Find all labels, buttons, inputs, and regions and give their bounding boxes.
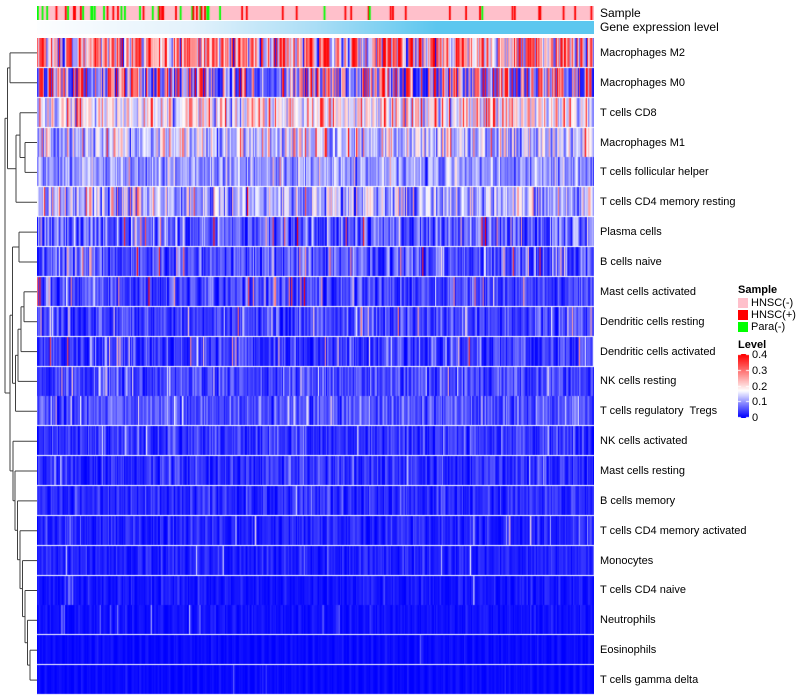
row-label: T cells regulatory Tregs bbox=[600, 405, 718, 418]
row-label: T cells follicular helper bbox=[600, 166, 709, 179]
sample-track-label: Sample bbox=[600, 6, 641, 20]
row-dendrogram bbox=[4, 52, 37, 681]
row-label: Plasma cells bbox=[600, 226, 662, 239]
row-label: Mast cells resting bbox=[600, 465, 685, 478]
row-label: Macrophages M1 bbox=[600, 136, 685, 149]
legend-swatch bbox=[738, 322, 748, 332]
row-label: Eosinophils bbox=[600, 644, 657, 657]
legend-item-label: HNSC(-) bbox=[751, 297, 794, 309]
sample-legend-items: HNSC(-) HNSC(+) Para(-) bbox=[738, 297, 800, 333]
level-legend-title: Level bbox=[738, 339, 767, 351]
level-tick-label: 0.1 bbox=[752, 396, 768, 409]
level-tick-label: 0.2 bbox=[752, 380, 768, 393]
gene-expression-annotation-bar bbox=[37, 21, 594, 34]
sample-legend-title: Sample bbox=[738, 284, 778, 296]
legend-swatch bbox=[738, 298, 748, 308]
row-label: Neutrophils bbox=[600, 614, 656, 627]
row-label: T cells CD8 bbox=[600, 106, 657, 119]
level-tick-label: 0 bbox=[752, 412, 759, 424]
row-label: T cells CD4 naive bbox=[600, 584, 686, 597]
row-label: Macrophages M2 bbox=[600, 46, 685, 59]
level-colorbar-box: 0.4 0.3 0.2 0.1 0 bbox=[738, 350, 800, 424]
row-label: T cells gamma delta bbox=[600, 674, 699, 687]
heatmap-matrix bbox=[37, 38, 594, 695]
row-label: T cells CD4 memory resting bbox=[600, 196, 736, 209]
row-label: Monocytes bbox=[600, 554, 654, 567]
legend-item: HNSC(-) bbox=[738, 297, 800, 309]
row-label: NK cells resting bbox=[600, 375, 677, 388]
row-label: Macrophages M0 bbox=[600, 76, 685, 89]
row-label: B cells naive bbox=[600, 255, 662, 268]
expression-track-label: Gene expression level bbox=[600, 20, 719, 34]
sample-annotation-bar bbox=[37, 6, 594, 20]
row-label: Dendritic cells activated bbox=[600, 345, 716, 358]
row-label: Mast cells activated bbox=[600, 285, 696, 298]
row-label: Dendritic cells resting bbox=[600, 315, 705, 328]
legend-item-label: Para(-) bbox=[751, 321, 786, 333]
row-label: NK cells activated bbox=[600, 435, 688, 448]
level-tick-label: 0.3 bbox=[752, 364, 768, 377]
level-colorbar bbox=[738, 354, 749, 418]
legend-item: HNSC(+) bbox=[738, 309, 800, 321]
legend-panel: Sample HNSC(-) HNSC(+) Para(-) Level 0.4 0.… bbox=[738, 283, 800, 424]
level-tick-label: 0.4 bbox=[752, 349, 768, 361]
legend-swatch bbox=[738, 310, 748, 320]
row-label: B cells memory bbox=[600, 494, 676, 507]
legend-item-label: HNSC(+) bbox=[751, 309, 796, 321]
legend-item: Para(-) bbox=[738, 321, 800, 333]
row-label: T cells CD4 memory activated bbox=[600, 524, 747, 537]
